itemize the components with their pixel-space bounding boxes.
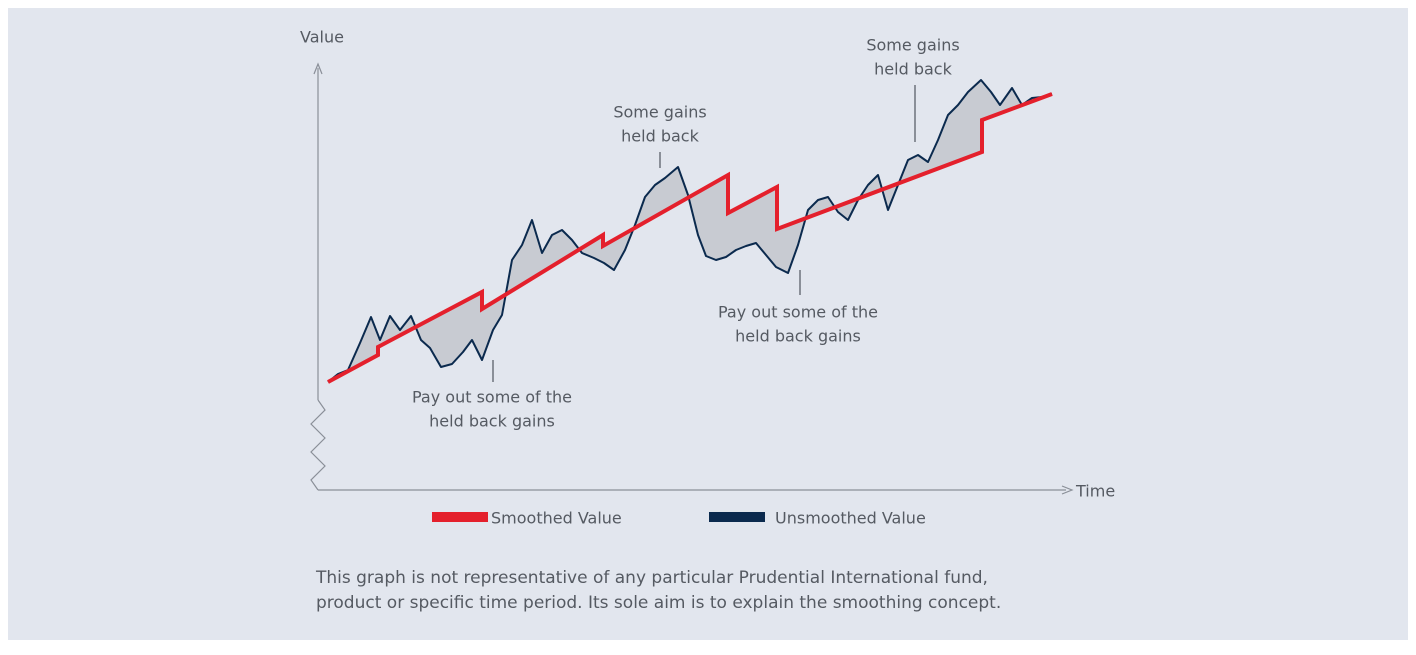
annotation: held back gains <box>429 412 555 431</box>
y-axis-label: Value <box>300 28 344 47</box>
annotation: held back <box>874 60 952 79</box>
annotation: held back gains <box>735 327 861 346</box>
annotation: Some gains <box>613 103 706 122</box>
annotation: held back <box>621 127 699 146</box>
legend-label: Unsmoothed Value <box>775 509 926 528</box>
annotation: Pay out some of the <box>412 388 572 407</box>
legend-swatch <box>432 512 488 522</box>
annotation: Some gains <box>866 36 959 55</box>
footnote: This graph is not representative of any … <box>315 568 988 588</box>
legend-label: Smoothed Value <box>491 509 622 528</box>
footnote: product or specific time period. Its sol… <box>316 593 1001 613</box>
series-line <box>327 79 1053 383</box>
series-line <box>327 92 1053 384</box>
legend-swatch <box>709 512 765 522</box>
x-axis-label: Time <box>1075 482 1115 501</box>
annotation: Pay out some of the <box>718 303 878 322</box>
y-arrow <box>313 62 323 75</box>
axis-break <box>310 399 326 491</box>
gap-area <box>328 80 1052 382</box>
x-arrow <box>1061 485 1074 495</box>
axes <box>310 62 1074 495</box>
panel <box>8 8 1408 640</box>
